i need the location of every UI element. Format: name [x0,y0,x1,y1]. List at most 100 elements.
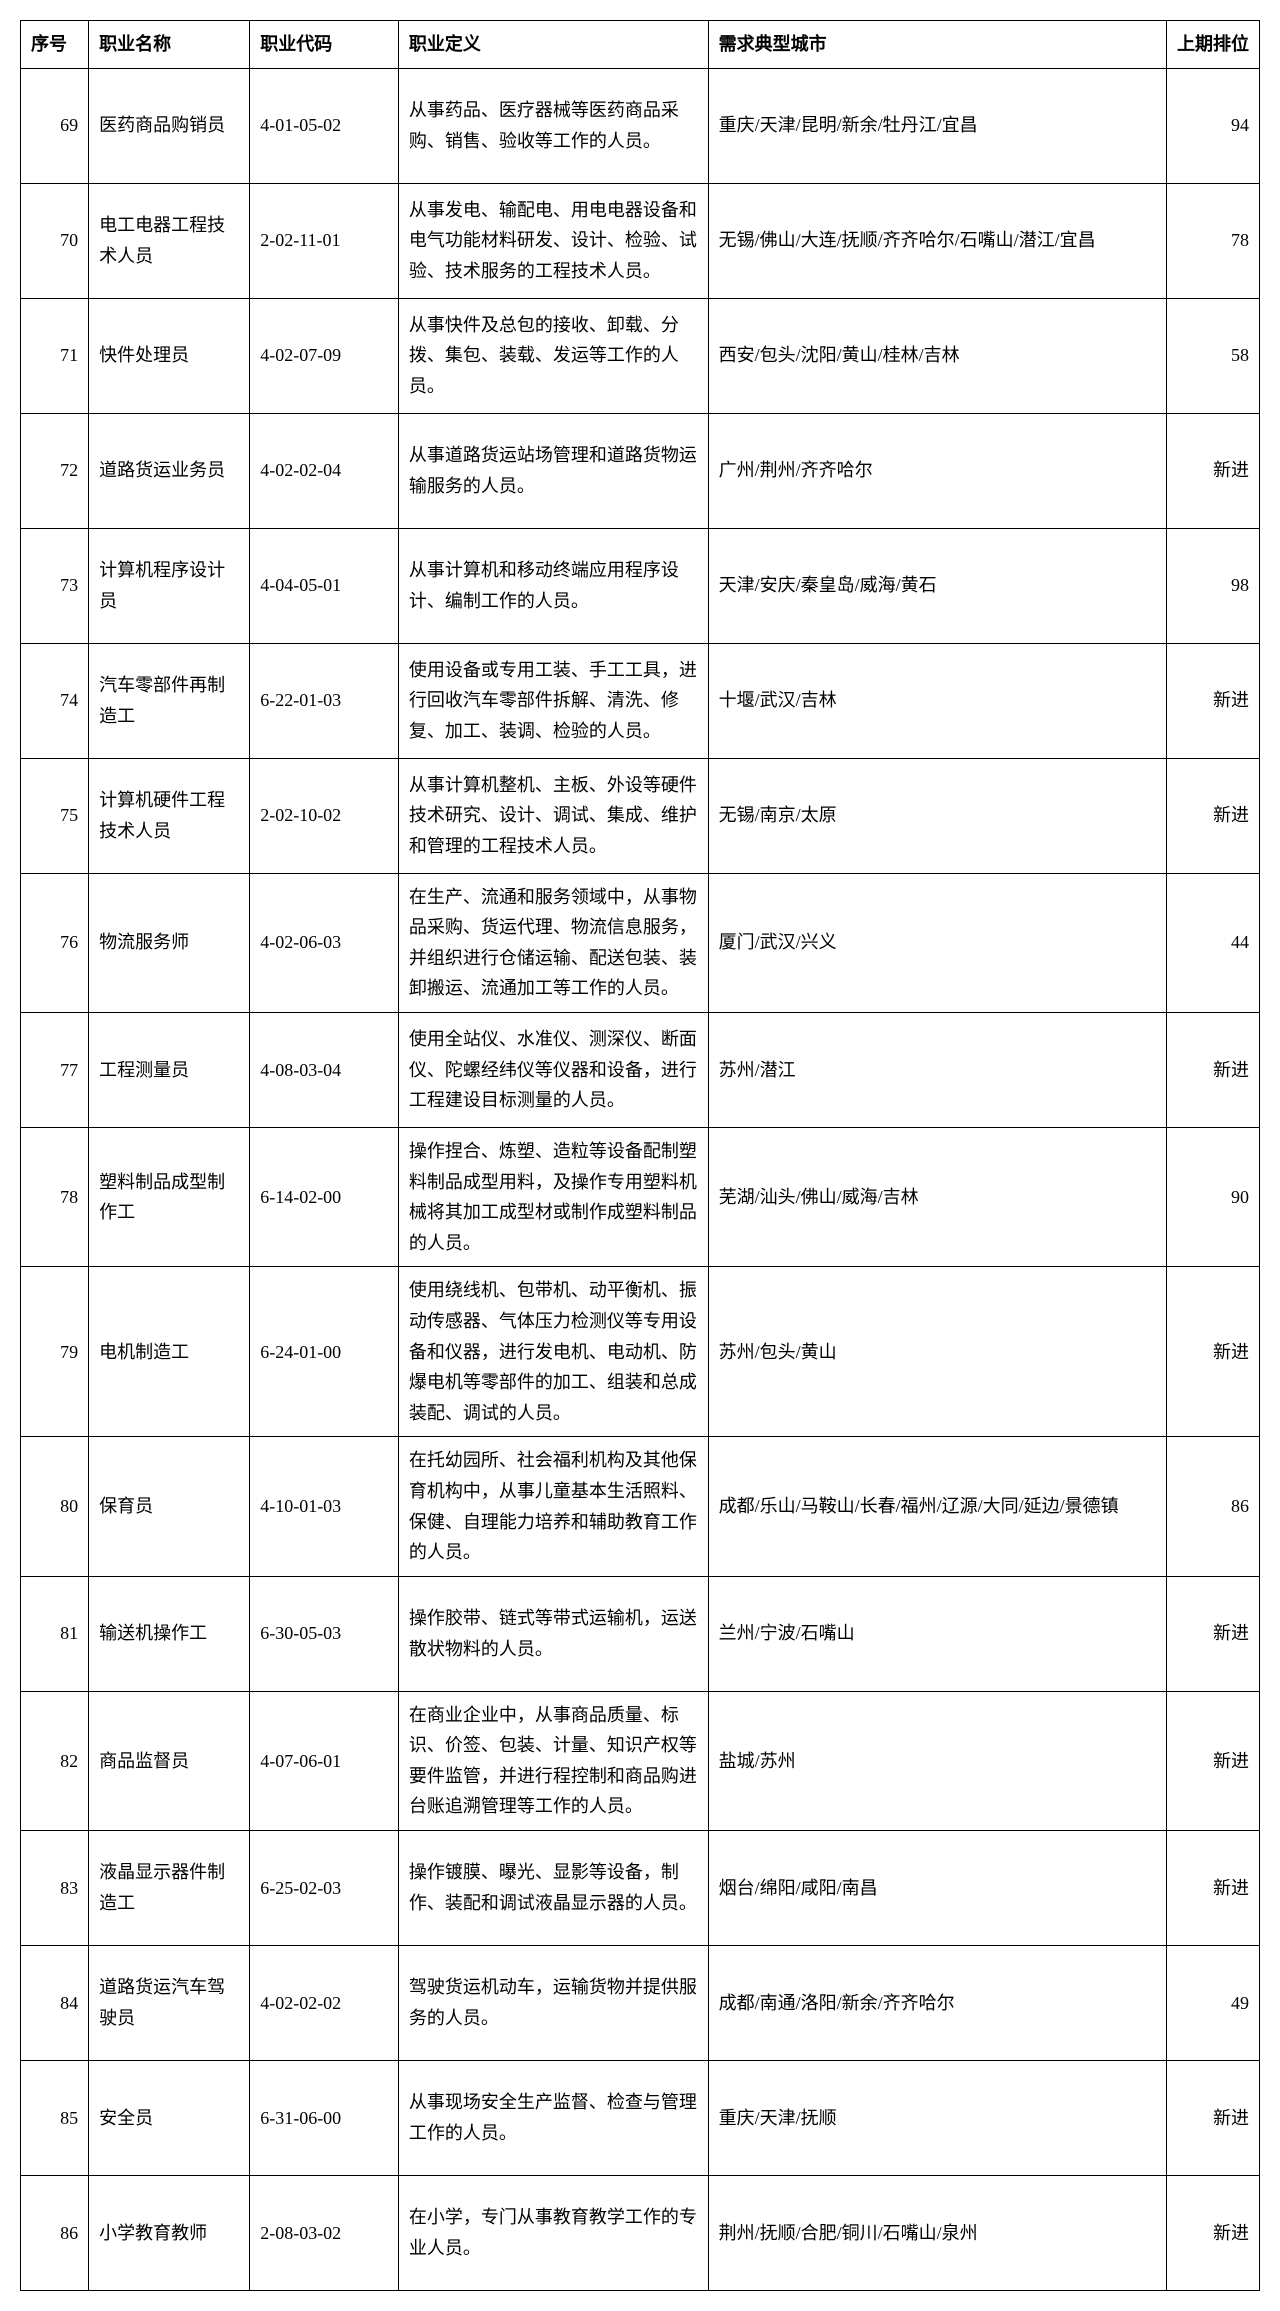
table-row: 86小学教育教师2-08-03-02在小学，专门从事教育教学工作的专业人员。荆州… [21,2176,1260,2291]
cell-city: 广州/荆州/齐齐哈尔 [708,413,1166,528]
cell-name: 安全员 [89,2061,250,2176]
cell-seq: 75 [21,758,89,873]
cell-rank: 新进 [1167,643,1260,758]
cell-def: 操作捏合、炼塑、造粒等设备配制塑料制品成型用料，及操作专用塑料机械将其加工成型材… [398,1127,708,1266]
cell-code: 4-08-03-04 [250,1012,399,1127]
cell-name: 保育员 [89,1437,250,1576]
cell-def: 从事快件及总包的接收、卸载、分拨、集包、装载、发运等工作的人员。 [398,298,708,413]
cell-seq: 69 [21,68,89,183]
cell-def: 在小学，专门从事教育教学工作的专业人员。 [398,2176,708,2291]
cell-name: 输送机操作工 [89,1576,250,1691]
cell-rank: 78 [1167,183,1260,298]
cell-code: 6-24-01-00 [250,1267,399,1437]
table-body: 69医药商品购销员4-01-05-02从事药品、医疗器械等医药商品采购、销售、验… [21,68,1260,2290]
cell-code: 6-31-06-00 [250,2061,399,2176]
cell-name: 道路货运汽车驾驶员 [89,1946,250,2061]
cell-rank: 新进 [1167,1012,1260,1127]
cell-seq: 74 [21,643,89,758]
cell-rank: 新进 [1167,2176,1260,2291]
cell-code: 2-02-11-01 [250,183,399,298]
table-row: 84道路货运汽车驾驶员4-02-02-02驾驶货运机动车，运输货物并提供服务的人… [21,1946,1260,2061]
cell-name: 电机制造工 [89,1267,250,1437]
table-row: 72道路货运业务员4-02-02-04从事道路货运站场管理和道路货物运输服务的人… [21,413,1260,528]
cell-seq: 77 [21,1012,89,1127]
cell-seq: 85 [21,2061,89,2176]
cell-rank: 94 [1167,68,1260,183]
cell-name: 汽车零部件再制造工 [89,643,250,758]
cell-city: 芜湖/汕头/佛山/威海/吉林 [708,1127,1166,1266]
table-row: 81输送机操作工6-30-05-03操作胶带、链式等带式运输机，运送散状物料的人… [21,1576,1260,1691]
cell-code: 6-22-01-03 [250,643,399,758]
cell-city: 兰州/宁波/石嘴山 [708,1576,1166,1691]
cell-code: 4-01-05-02 [250,68,399,183]
cell-seq: 78 [21,1127,89,1266]
cell-name: 商品监督员 [89,1691,250,1830]
cell-rank: 98 [1167,528,1260,643]
col-def: 职业定义 [398,21,708,69]
cell-def: 从事计算机整机、主板、外设等硬件技术研究、设计、调试、集成、维护和管理的工程技术… [398,758,708,873]
col-name: 职业名称 [89,21,250,69]
table-header-row: 序号 职业名称 职业代码 职业定义 需求典型城市 上期排位 [21,21,1260,69]
cell-def: 从事发电、输配电、用电电器设备和电气功能材料研发、设计、检验、试验、技术服务的工… [398,183,708,298]
table-row: 82商品监督员4-07-06-01在商业企业中，从事商品质量、标识、价签、包装、… [21,1691,1260,1830]
cell-seq: 73 [21,528,89,643]
cell-code: 4-04-05-01 [250,528,399,643]
cell-city: 无锡/佛山/大连/抚顺/齐齐哈尔/石嘴山/潜江/宜昌 [708,183,1166,298]
cell-rank: 新进 [1167,1691,1260,1830]
cell-code: 6-30-05-03 [250,1576,399,1691]
table-row: 69医药商品购销员4-01-05-02从事药品、医疗器械等医药商品采购、销售、验… [21,68,1260,183]
cell-seq: 71 [21,298,89,413]
cell-city: 重庆/天津/昆明/新余/牡丹江/宜昌 [708,68,1166,183]
cell-code: 4-07-06-01 [250,1691,399,1830]
cell-seq: 84 [21,1946,89,2061]
cell-code: 6-14-02-00 [250,1127,399,1266]
table-row: 76物流服务师4-02-06-03在生产、流通和服务领域中，从事物品采购、货运代… [21,873,1260,1012]
cell-def: 在生产、流通和服务领域中，从事物品采购、货运代理、物流信息服务，并组织进行仓储运… [398,873,708,1012]
occupation-table: 序号 职业名称 职业代码 职业定义 需求典型城市 上期排位 69医药商品购销员4… [20,20,1260,2291]
cell-code: 2-08-03-02 [250,2176,399,2291]
cell-def: 在托幼园所、社会福利机构及其他保育机构中，从事儿童基本生活照料、保健、自理能力培… [398,1437,708,1576]
cell-city: 成都/南通/洛阳/新余/齐齐哈尔 [708,1946,1166,2061]
table-row: 70电工电器工程技术人员2-02-11-01从事发电、输配电、用电电器设备和电气… [21,183,1260,298]
cell-def: 操作镀膜、曝光、显影等设备，制作、装配和调试液晶显示器的人员。 [398,1831,708,1946]
cell-name: 塑料制品成型制作工 [89,1127,250,1266]
cell-seq: 82 [21,1691,89,1830]
cell-rank: 49 [1167,1946,1260,2061]
table-row: 83液晶显示器件制造工6-25-02-03操作镀膜、曝光、显影等设备，制作、装配… [21,1831,1260,1946]
cell-code: 4-02-06-03 [250,873,399,1012]
table-row: 75计算机硬件工程技术人员2-02-10-02从事计算机整机、主板、外设等硬件技… [21,758,1260,873]
cell-city: 重庆/天津/抚顺 [708,2061,1166,2176]
cell-code: 6-25-02-03 [250,1831,399,1946]
cell-city: 西安/包头/沈阳/黄山/桂林/吉林 [708,298,1166,413]
cell-name: 液晶显示器件制造工 [89,1831,250,1946]
cell-city: 苏州/包头/黄山 [708,1267,1166,1437]
cell-city: 天津/安庆/秦皇岛/威海/黄石 [708,528,1166,643]
cell-def: 从事现场安全生产监督、检查与管理工作的人员。 [398,2061,708,2176]
cell-code: 4-02-02-02 [250,1946,399,2061]
cell-city: 厦门/武汉/兴义 [708,873,1166,1012]
cell-seq: 70 [21,183,89,298]
col-code: 职业代码 [250,21,399,69]
cell-city: 无锡/南京/太原 [708,758,1166,873]
cell-rank: 新进 [1167,2061,1260,2176]
cell-def: 使用设备或专用工装、手工工具，进行回收汽车零部件拆解、清洗、修复、加工、装调、检… [398,643,708,758]
cell-seq: 86 [21,2176,89,2291]
cell-city: 十堰/武汉/吉林 [708,643,1166,758]
cell-name: 工程测量员 [89,1012,250,1127]
cell-city: 成都/乐山/马鞍山/长春/福州/辽源/大同/延边/景德镇 [708,1437,1166,1576]
col-rank: 上期排位 [1167,21,1260,69]
cell-name: 电工电器工程技术人员 [89,183,250,298]
table-row: 74汽车零部件再制造工6-22-01-03使用设备或专用工装、手工工具，进行回收… [21,643,1260,758]
cell-rank: 新进 [1167,413,1260,528]
cell-code: 4-02-02-04 [250,413,399,528]
cell-code: 2-02-10-02 [250,758,399,873]
cell-city: 苏州/潜江 [708,1012,1166,1127]
cell-name: 小学教育教师 [89,2176,250,2291]
cell-name: 计算机硬件工程技术人员 [89,758,250,873]
cell-seq: 76 [21,873,89,1012]
table-row: 78塑料制品成型制作工6-14-02-00操作捏合、炼塑、造粒等设备配制塑料制品… [21,1127,1260,1266]
cell-def: 从事药品、医疗器械等医药商品采购、销售、验收等工作的人员。 [398,68,708,183]
cell-seq: 81 [21,1576,89,1691]
cell-rank: 新进 [1167,1831,1260,1946]
cell-name: 快件处理员 [89,298,250,413]
